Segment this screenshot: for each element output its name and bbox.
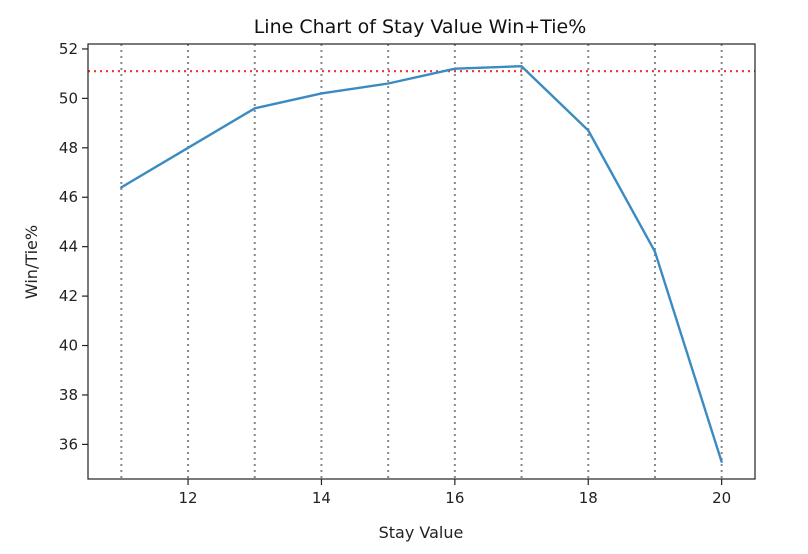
y-tick-label-52: 52 <box>59 40 78 58</box>
x-tick-label-16: 16 <box>445 489 464 507</box>
y-tick-label-40: 40 <box>59 337 78 355</box>
y-axis-label: Win/Tie% <box>22 225 41 299</box>
x-axis-label: Stay Value <box>379 523 464 542</box>
vertical-gridlines <box>120 44 723 479</box>
plot-area-frame <box>87 43 756 480</box>
x-axis-ticks: 12 14 16 18 20 <box>179 479 731 507</box>
y-tick-label-46: 46 <box>59 188 78 206</box>
series-group <box>120 64 723 463</box>
y-tick-label-42: 42 <box>59 287 78 305</box>
x-tick-label-14: 14 <box>312 489 331 507</box>
chart-title: Line Chart of Stay Value Win+Tie% <box>254 16 587 38</box>
y-axis-ticks: 36 38 40 42 44 46 48 50 52 <box>59 40 88 453</box>
series-line-0 <box>120 64 723 463</box>
x-tick-label-12: 12 <box>179 489 198 507</box>
y-tick-label-38: 38 <box>59 386 78 404</box>
y-tick-label-44: 44 <box>59 238 78 256</box>
y-tick-label-36: 36 <box>59 435 78 453</box>
y-tick-label-50: 50 <box>59 89 78 107</box>
x-tick-label-18: 18 <box>579 489 598 507</box>
y-tick-label-48: 48 <box>59 139 78 157</box>
x-tick-label-20: 20 <box>712 489 731 507</box>
